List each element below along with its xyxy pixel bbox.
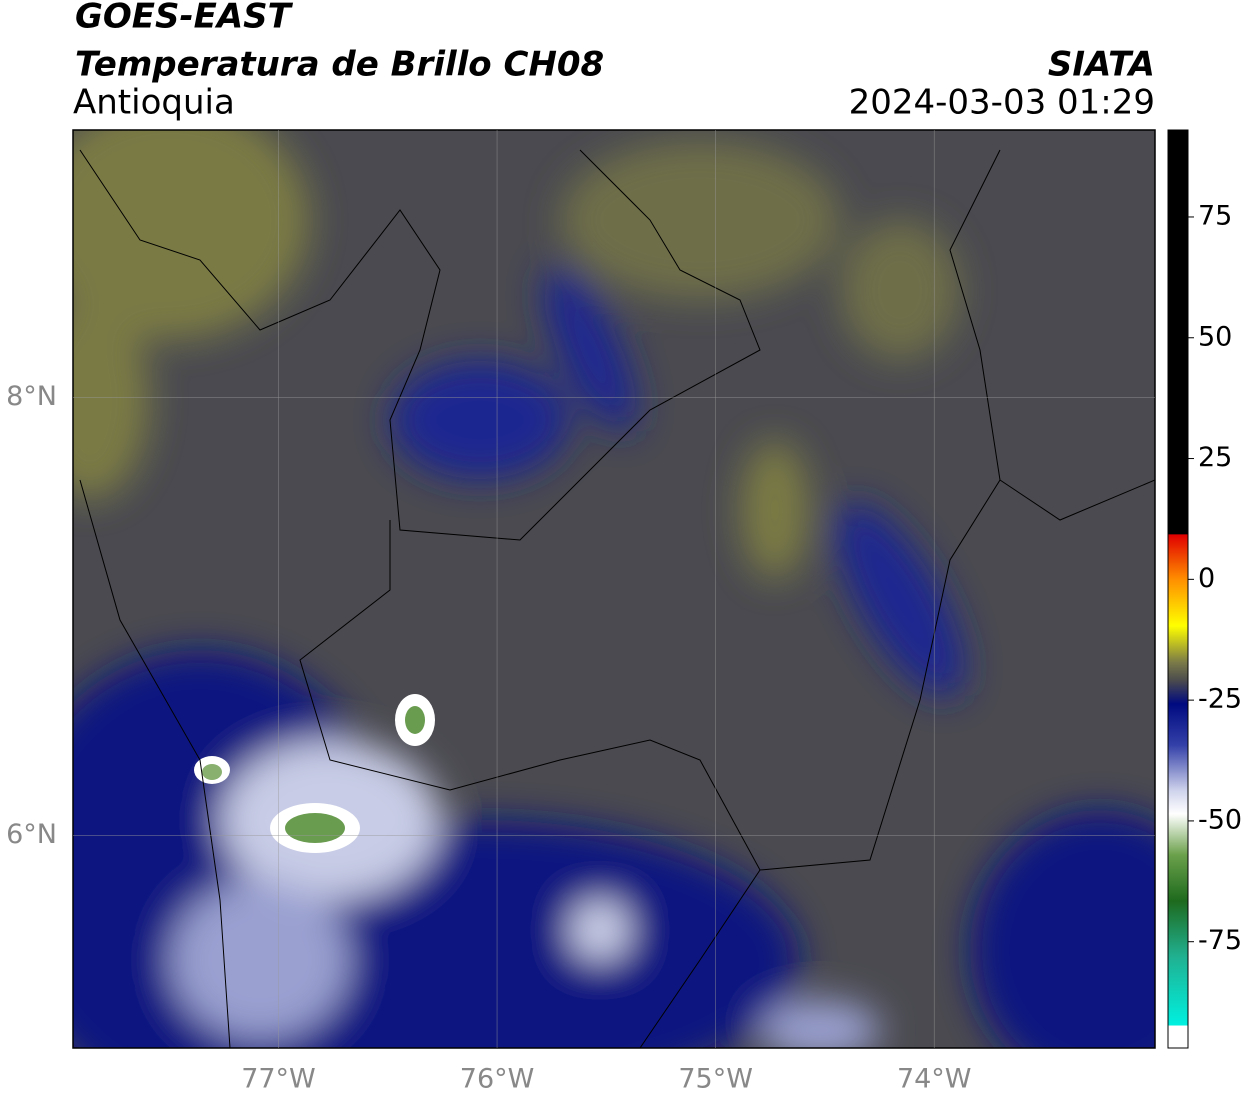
y-tick-label: 8°N — [6, 381, 57, 412]
timestamp: 2024-03-03 01:29 — [849, 83, 1155, 123]
region: Antioquia — [73, 83, 235, 123]
colorbar-tick-label: 0 — [1198, 563, 1215, 594]
subtitle: Temperatura de Brillo CH08 — [75, 45, 604, 85]
x-tick-label: 75°W — [678, 1064, 753, 1095]
colorbar-tick-label: -25 — [1198, 684, 1242, 715]
y-tick-label: 6°N — [6, 819, 57, 850]
map-frame — [72, 129, 1156, 1049]
colorbar-tick-label: 50 — [1198, 321, 1232, 352]
title: GOES-EAST — [75, 0, 294, 37]
x-tick-label: 74°W — [897, 1064, 972, 1095]
x-tick-label: 77°W — [241, 1064, 316, 1095]
colorbar-tick-label: 25 — [1198, 442, 1232, 473]
colorbar — [1167, 129, 1189, 1049]
colorbar-tick-label: -50 — [1198, 804, 1242, 835]
colorbar-tick-label: 75 — [1198, 200, 1232, 231]
source: SIATA — [1048, 45, 1155, 85]
x-tick-label: 76°W — [460, 1064, 535, 1095]
colorbar-tick-label: -75 — [1198, 925, 1242, 956]
satellite-image — [73, 130, 1155, 1048]
